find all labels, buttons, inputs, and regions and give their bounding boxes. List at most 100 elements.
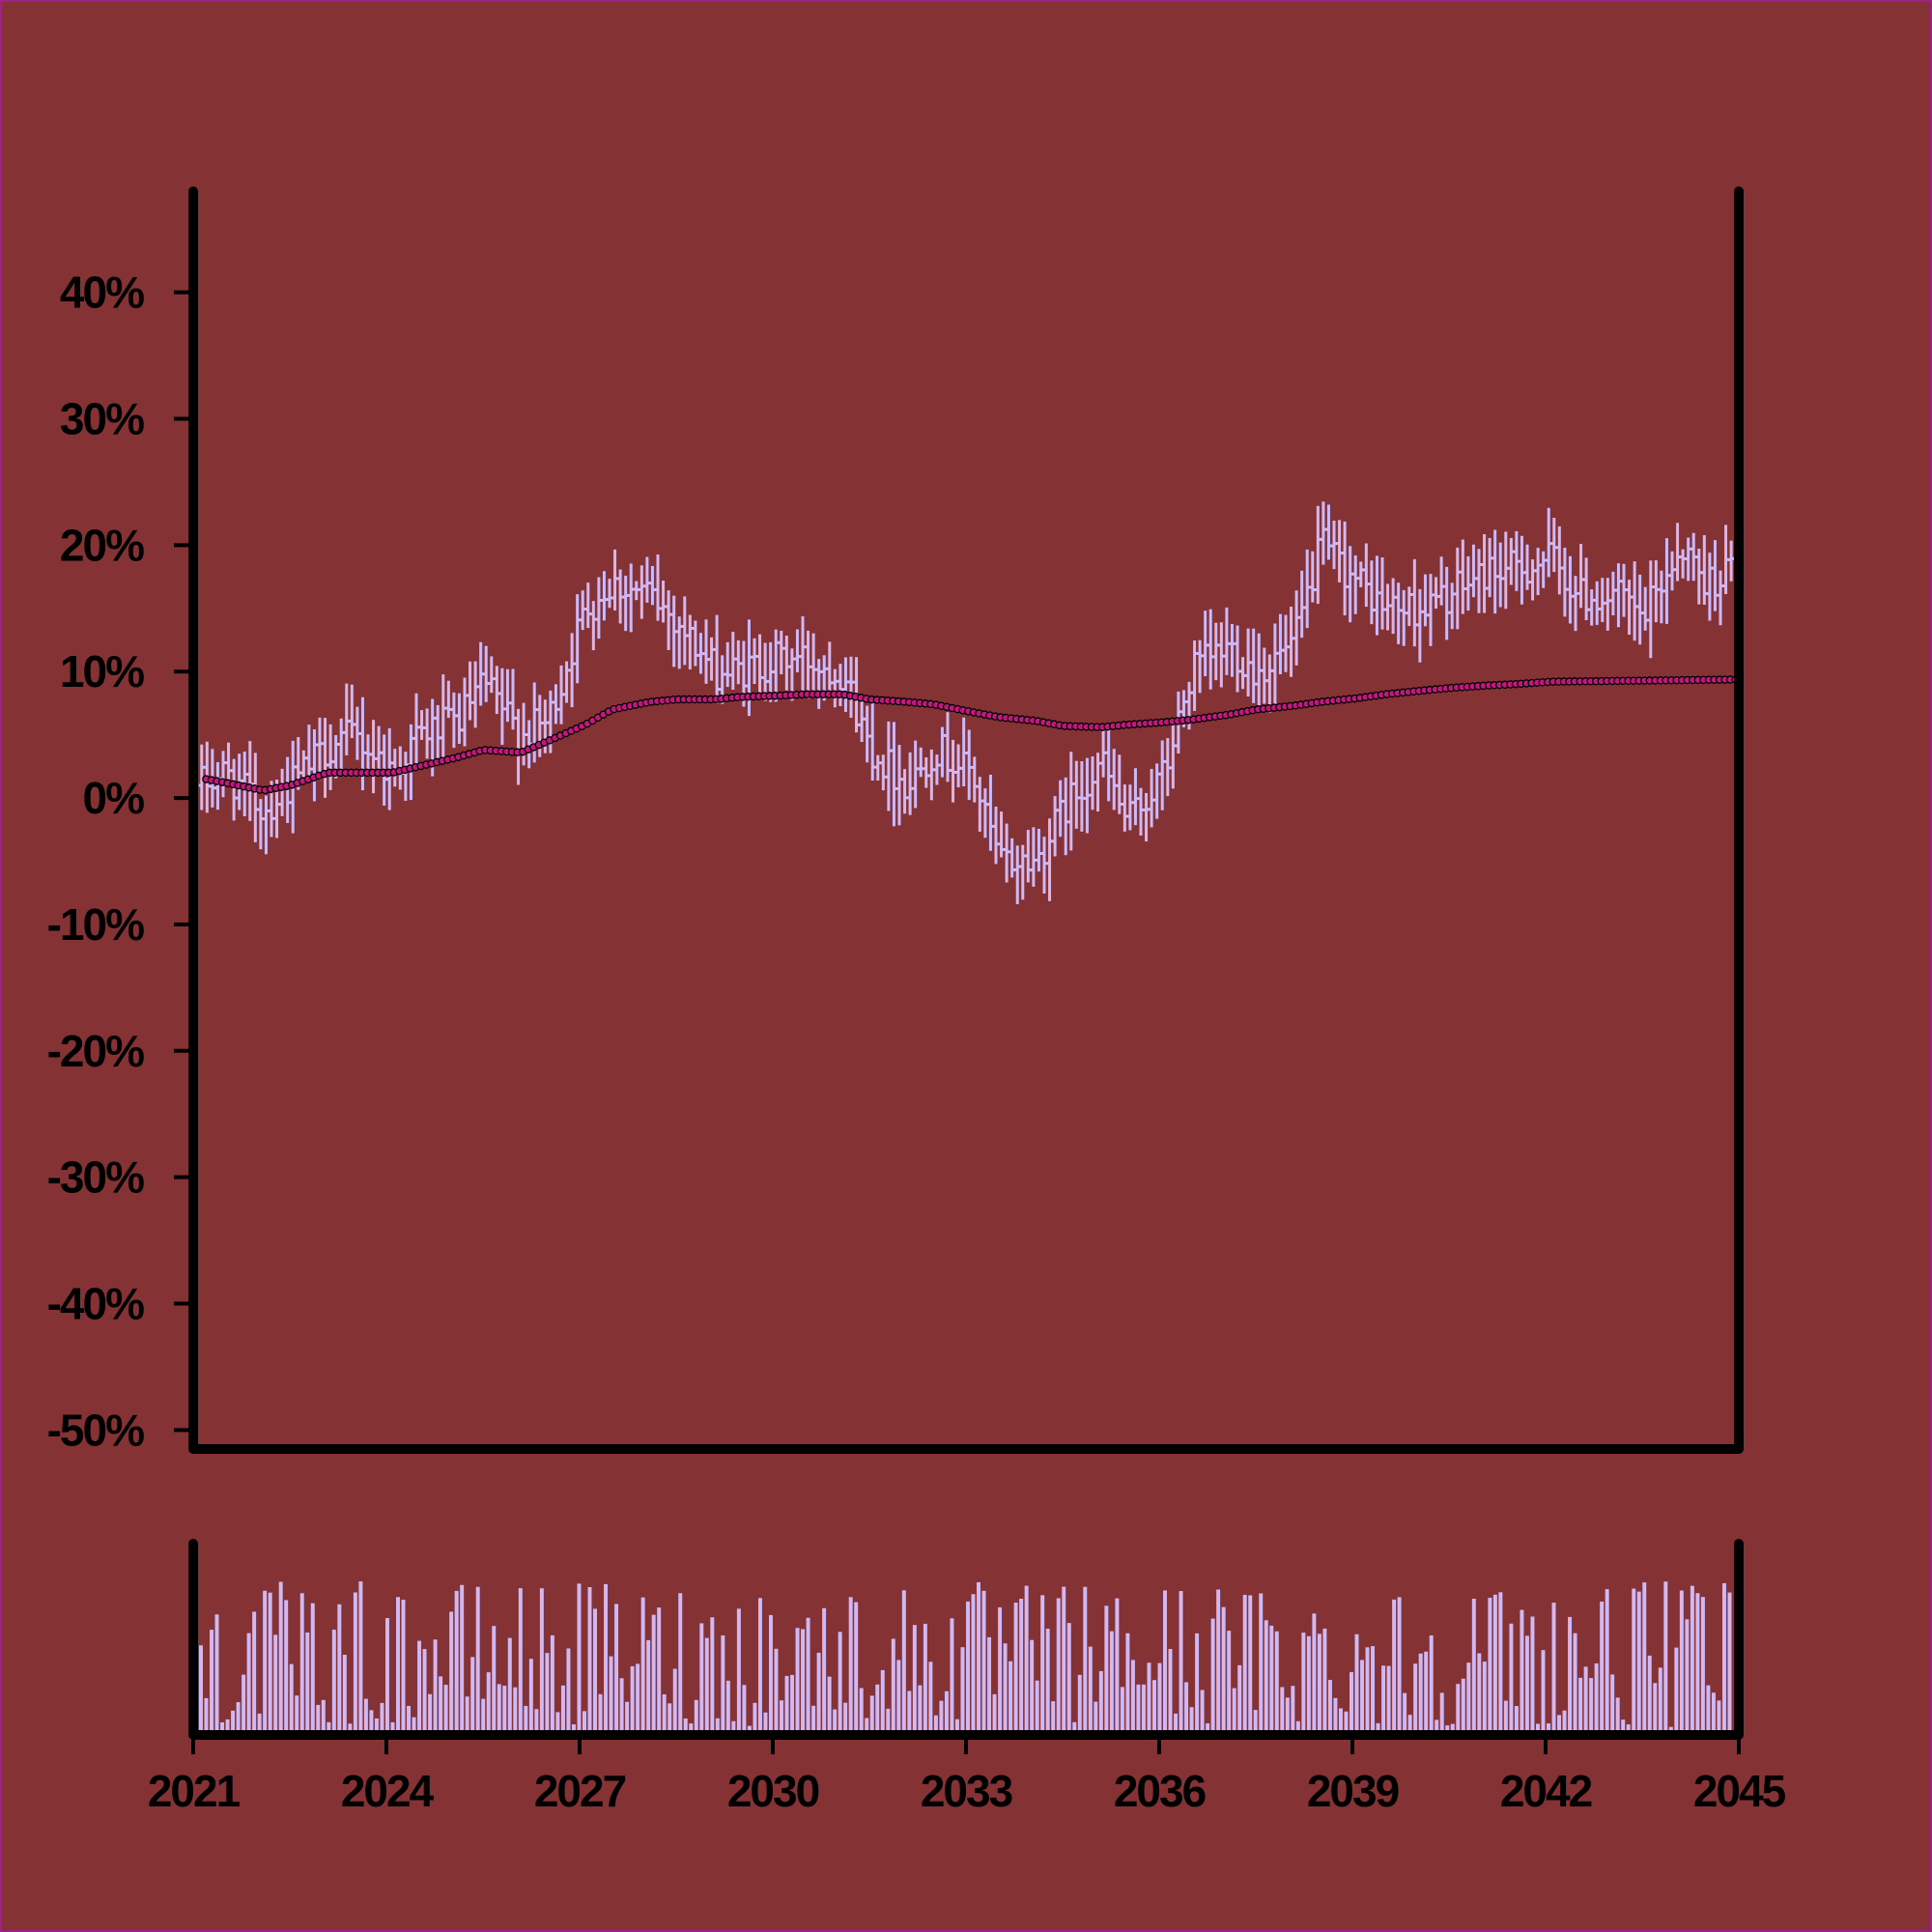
volume-bar — [545, 1653, 550, 1735]
ohlc-bar — [1229, 623, 1236, 677]
volume-bar — [1600, 1601, 1605, 1735]
ohlc-bar — [670, 595, 677, 668]
volume-bar — [486, 1672, 491, 1735]
ohlc-bar — [950, 739, 956, 803]
volume-bar — [1658, 1667, 1662, 1735]
ohlc-bar — [918, 747, 924, 778]
volume-bar — [609, 1656, 613, 1735]
volume-bar — [689, 1723, 694, 1735]
ohlc-bar — [1094, 753, 1101, 812]
ohlc-bar — [783, 636, 790, 691]
ohlc-bar — [735, 639, 742, 685]
ohlc-bar — [198, 744, 205, 810]
ohlc-bar — [1535, 548, 1542, 596]
volume-panel — [199, 1581, 1732, 1735]
volume-bar — [780, 1700, 783, 1735]
volume-bar — [859, 1688, 864, 1735]
volume-bar — [646, 1639, 651, 1735]
ohlc-bar — [756, 634, 763, 698]
volume-bar — [1147, 1662, 1151, 1735]
volume-bar — [1700, 1597, 1705, 1735]
ohlc-bar — [1126, 784, 1133, 831]
ohlc-bar — [1084, 757, 1091, 834]
ohlc-bar — [1443, 566, 1450, 640]
y-tick-label: 20% — [60, 520, 144, 570]
volume-bar — [1056, 1598, 1061, 1735]
ohlc-bar — [1674, 523, 1681, 582]
volume-bar — [327, 1721, 331, 1735]
volume-bar — [1663, 1581, 1668, 1735]
ohlc-bar — [966, 729, 973, 801]
volume-bar — [1636, 1591, 1641, 1735]
ohlc-bar — [794, 629, 801, 672]
ohlc-bar — [1476, 549, 1482, 613]
ohlc-bar — [595, 577, 602, 639]
ohlc-bar — [1384, 583, 1391, 631]
ohlc-bar — [981, 788, 988, 838]
ohlc-bar — [338, 718, 345, 770]
ohlc-bar — [472, 661, 479, 728]
ohlc-bar — [1309, 551, 1316, 603]
volume-bar — [305, 1632, 310, 1735]
ohlc-bar — [1320, 501, 1326, 565]
ohlc-bar — [1261, 647, 1267, 704]
ohlc-bar — [1363, 543, 1370, 608]
volume-bar — [1674, 1647, 1679, 1735]
volume-bar — [199, 1645, 203, 1735]
ohlc-bar — [1063, 777, 1069, 856]
ohlc-bar — [703, 619, 709, 684]
ohlc-bar — [456, 693, 463, 744]
volume-bar — [1253, 1710, 1258, 1735]
volume-bar — [790, 1674, 795, 1735]
volume-bar — [1130, 1660, 1135, 1735]
ohlc-bar — [896, 745, 902, 826]
volume-bar — [1206, 1722, 1210, 1735]
ohlc-bar — [971, 756, 978, 803]
volume-bar — [1541, 1650, 1546, 1735]
ohlc-bar — [445, 680, 452, 719]
volume-bar — [662, 1693, 667, 1735]
volume-bar — [582, 1711, 586, 1735]
volume-bar — [1632, 1588, 1636, 1735]
ohlc-bar — [1100, 724, 1107, 778]
volume-bar — [524, 1705, 528, 1735]
ohlc-bar — [1454, 547, 1461, 630]
ohlc-bar — [848, 656, 854, 719]
volume-bar — [907, 1690, 912, 1735]
ohlc-bar — [1561, 548, 1568, 617]
ohlc-bar — [1298, 570, 1305, 639]
ohlc-bar — [435, 704, 441, 758]
volume-bar — [1509, 1623, 1514, 1735]
x-tick-label: 2033 — [921, 1766, 1012, 1816]
ohlc-bar — [1271, 623, 1278, 708]
volume-bar — [337, 1604, 342, 1735]
volume-bar — [1104, 1605, 1109, 1735]
volume-bar — [1679, 1590, 1684, 1735]
volume-bar — [539, 1588, 544, 1735]
ohlc-bar — [1464, 555, 1471, 611]
volume-bar — [422, 1649, 427, 1735]
volume-bar — [231, 1710, 236, 1735]
ohlc-bar — [778, 630, 784, 675]
volume-bar — [1098, 1670, 1103, 1735]
volume-bar — [1120, 1687, 1124, 1735]
ohlc-bar — [987, 775, 994, 851]
volume-bar — [731, 1720, 736, 1735]
volume-bar — [721, 1634, 725, 1735]
volume-bar — [742, 1685, 747, 1735]
volume-bar — [1429, 1634, 1434, 1735]
ohlc-bar — [365, 734, 371, 770]
ohlc-bar — [1036, 828, 1042, 872]
volume-bar — [1248, 1595, 1253, 1735]
volume-bar — [210, 1630, 213, 1735]
volume-bar — [1062, 1586, 1066, 1735]
y-tick-label: -20% — [47, 1026, 144, 1076]
ohlc-bar — [880, 754, 887, 791]
volume-bar — [470, 1657, 475, 1735]
ohlc-bar — [413, 693, 419, 770]
ohlc-bar — [1223, 607, 1230, 675]
volume-bar — [566, 1648, 571, 1735]
volume-bar — [593, 1608, 597, 1735]
ohlc-bar — [563, 661, 570, 703]
ohlc-bar — [1433, 577, 1439, 610]
